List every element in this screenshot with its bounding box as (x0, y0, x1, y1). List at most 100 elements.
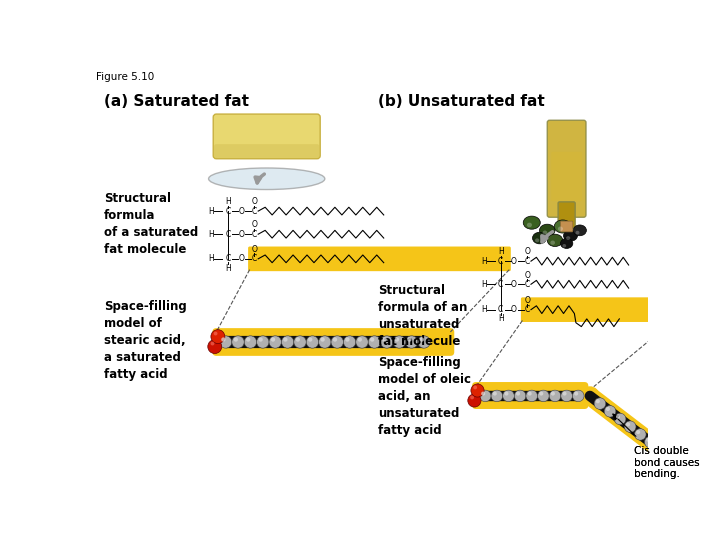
Text: Space-filling
model of oleic
acid, an
unsaturated
fatty acid: Space-filling model of oleic acid, an un… (378, 356, 472, 437)
Text: Structural
formula
of a saturated
fat molecule: Structural formula of a saturated fat mo… (104, 192, 198, 256)
Ellipse shape (308, 338, 312, 342)
Text: H: H (208, 254, 214, 264)
FancyBboxPatch shape (248, 247, 510, 271)
Text: C: C (225, 254, 230, 264)
Ellipse shape (382, 338, 387, 342)
Ellipse shape (473, 386, 477, 389)
Ellipse shape (596, 399, 600, 403)
Ellipse shape (574, 392, 578, 396)
Ellipse shape (675, 460, 686, 471)
Ellipse shape (543, 231, 547, 235)
Ellipse shape (368, 336, 381, 348)
Text: H: H (225, 197, 231, 206)
Ellipse shape (405, 336, 418, 348)
Ellipse shape (533, 232, 546, 244)
Ellipse shape (646, 438, 650, 442)
Ellipse shape (395, 338, 399, 342)
Ellipse shape (333, 338, 337, 342)
Text: Figure 5.10: Figure 5.10 (96, 72, 155, 83)
Ellipse shape (562, 392, 567, 396)
Ellipse shape (551, 392, 555, 396)
Ellipse shape (573, 225, 586, 236)
FancyBboxPatch shape (551, 152, 582, 201)
Text: O: O (511, 280, 517, 289)
Ellipse shape (471, 384, 484, 397)
Text: O: O (238, 207, 244, 215)
Ellipse shape (558, 226, 563, 231)
Ellipse shape (296, 338, 300, 342)
Ellipse shape (244, 336, 256, 348)
Ellipse shape (561, 390, 572, 402)
Ellipse shape (210, 342, 215, 346)
Ellipse shape (528, 392, 531, 396)
Ellipse shape (656, 446, 660, 449)
Ellipse shape (514, 390, 526, 402)
Ellipse shape (283, 338, 287, 342)
Text: C: C (252, 254, 257, 264)
Text: H: H (208, 230, 214, 239)
Text: Cis double
bond causes
bending.: Cis double bond causes bending. (634, 446, 700, 479)
Ellipse shape (644, 436, 656, 448)
Ellipse shape (636, 430, 640, 434)
FancyBboxPatch shape (547, 120, 586, 217)
Text: Structural
formula of an
unsaturated
fat molecule: Structural formula of an unsaturated fat… (378, 284, 468, 348)
Ellipse shape (616, 415, 620, 419)
Ellipse shape (527, 222, 532, 227)
Ellipse shape (258, 338, 263, 342)
Ellipse shape (370, 338, 374, 342)
Text: C: C (524, 280, 530, 289)
Ellipse shape (393, 336, 405, 348)
Text: H: H (498, 247, 503, 256)
Ellipse shape (614, 413, 626, 425)
Ellipse shape (634, 429, 646, 440)
Ellipse shape (481, 392, 485, 396)
Text: O: O (238, 254, 244, 264)
Ellipse shape (503, 390, 514, 402)
Ellipse shape (505, 392, 508, 396)
FancyBboxPatch shape (472, 382, 588, 409)
Ellipse shape (523, 216, 540, 229)
Text: C: C (225, 230, 230, 239)
Ellipse shape (420, 338, 424, 342)
Ellipse shape (208, 340, 222, 354)
Ellipse shape (246, 338, 251, 342)
Ellipse shape (526, 390, 538, 402)
Ellipse shape (685, 467, 696, 478)
Ellipse shape (468, 394, 481, 407)
FancyBboxPatch shape (521, 298, 675, 322)
Ellipse shape (575, 231, 580, 234)
Polygon shape (584, 389, 696, 480)
Ellipse shape (606, 407, 610, 411)
Ellipse shape (564, 231, 577, 241)
Ellipse shape (604, 406, 616, 417)
Text: O: O (524, 296, 530, 305)
Text: O: O (238, 230, 244, 239)
Text: O: O (251, 245, 257, 254)
Ellipse shape (214, 332, 217, 335)
Ellipse shape (418, 336, 431, 348)
FancyBboxPatch shape (214, 144, 320, 158)
Text: H: H (481, 280, 487, 289)
Ellipse shape (320, 338, 325, 342)
Text: H: H (208, 207, 214, 215)
Ellipse shape (209, 168, 325, 190)
Ellipse shape (572, 390, 584, 402)
Ellipse shape (535, 238, 539, 242)
Ellipse shape (539, 392, 544, 396)
Ellipse shape (294, 336, 306, 348)
Ellipse shape (547, 234, 563, 247)
Text: O: O (524, 271, 530, 280)
Ellipse shape (480, 390, 491, 402)
Text: O: O (511, 256, 517, 266)
Ellipse shape (665, 452, 676, 463)
Ellipse shape (580, 386, 600, 406)
Ellipse shape (408, 338, 412, 342)
Ellipse shape (358, 338, 362, 342)
Ellipse shape (343, 336, 356, 348)
Ellipse shape (686, 469, 690, 472)
Text: C: C (498, 280, 503, 289)
Text: H: H (225, 264, 231, 273)
Text: C: C (498, 256, 503, 266)
Text: O: O (251, 220, 257, 230)
FancyBboxPatch shape (558, 202, 575, 228)
